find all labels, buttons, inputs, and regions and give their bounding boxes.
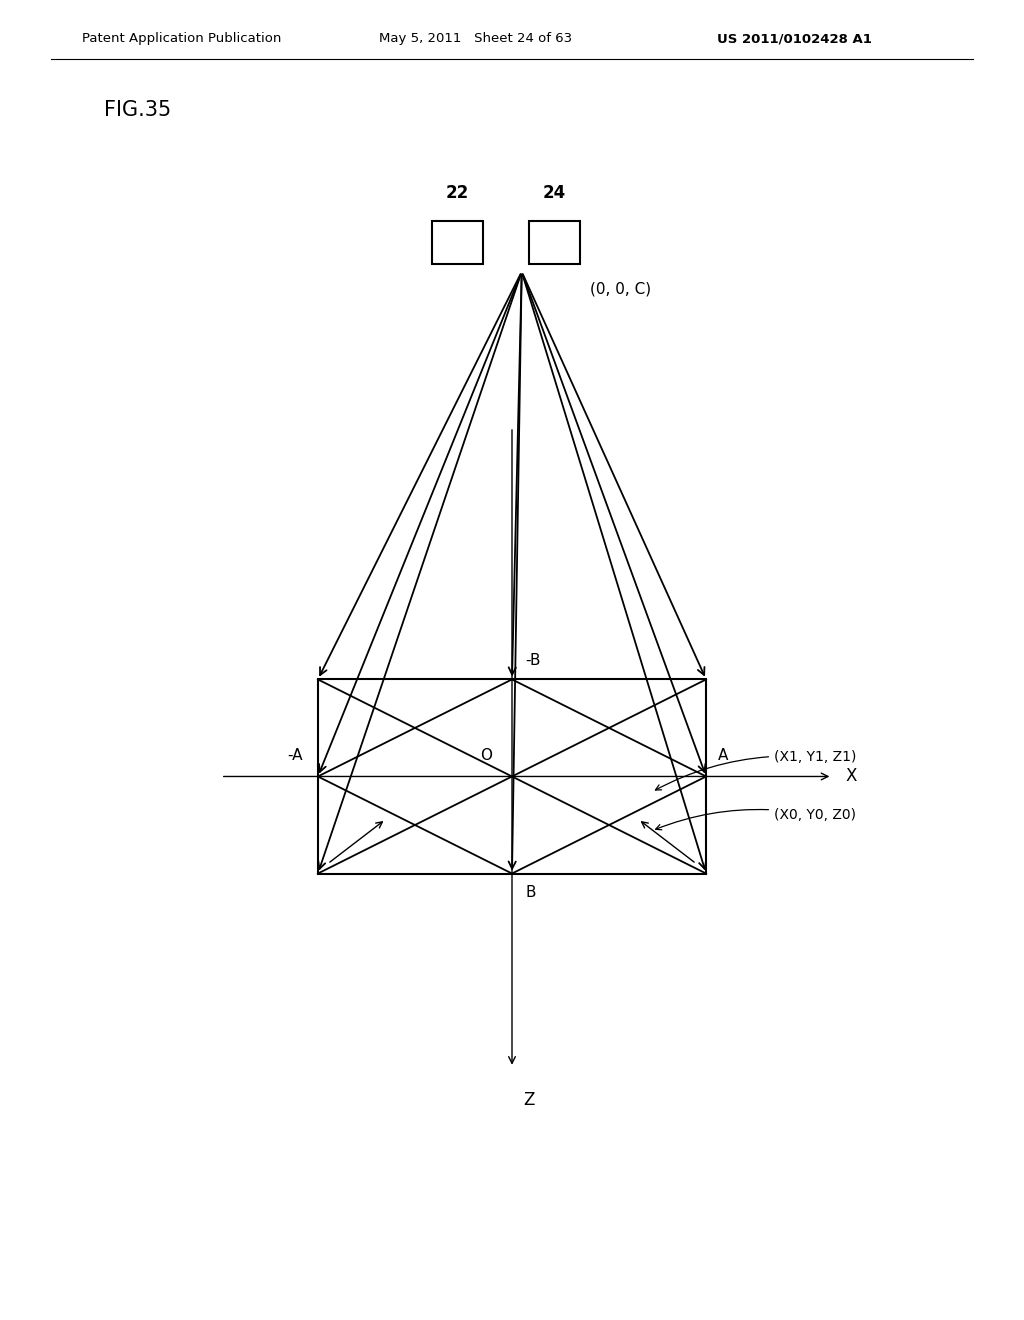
Text: (0, 0, C): (0, 0, C) (590, 281, 651, 297)
Text: Patent Application Publication: Patent Application Publication (82, 32, 282, 45)
Text: A: A (718, 748, 728, 763)
Text: -A: -A (287, 748, 302, 763)
Text: (X1, Y1, Z1): (X1, Y1, Z1) (655, 750, 856, 789)
Text: O: O (480, 748, 493, 763)
Text: May 5, 2011   Sheet 24 of 63: May 5, 2011 Sheet 24 of 63 (379, 32, 572, 45)
Text: 22: 22 (446, 183, 469, 202)
Text: -B: -B (525, 653, 541, 668)
Text: B: B (525, 886, 537, 900)
Text: FIG.35: FIG.35 (104, 100, 172, 120)
Text: (X0, Y0, Z0): (X0, Y0, Z0) (655, 808, 856, 830)
Text: 24: 24 (543, 183, 566, 202)
Text: Z: Z (523, 1090, 535, 1109)
Text: X: X (846, 767, 857, 785)
Text: US 2011/0102428 A1: US 2011/0102428 A1 (717, 32, 871, 45)
